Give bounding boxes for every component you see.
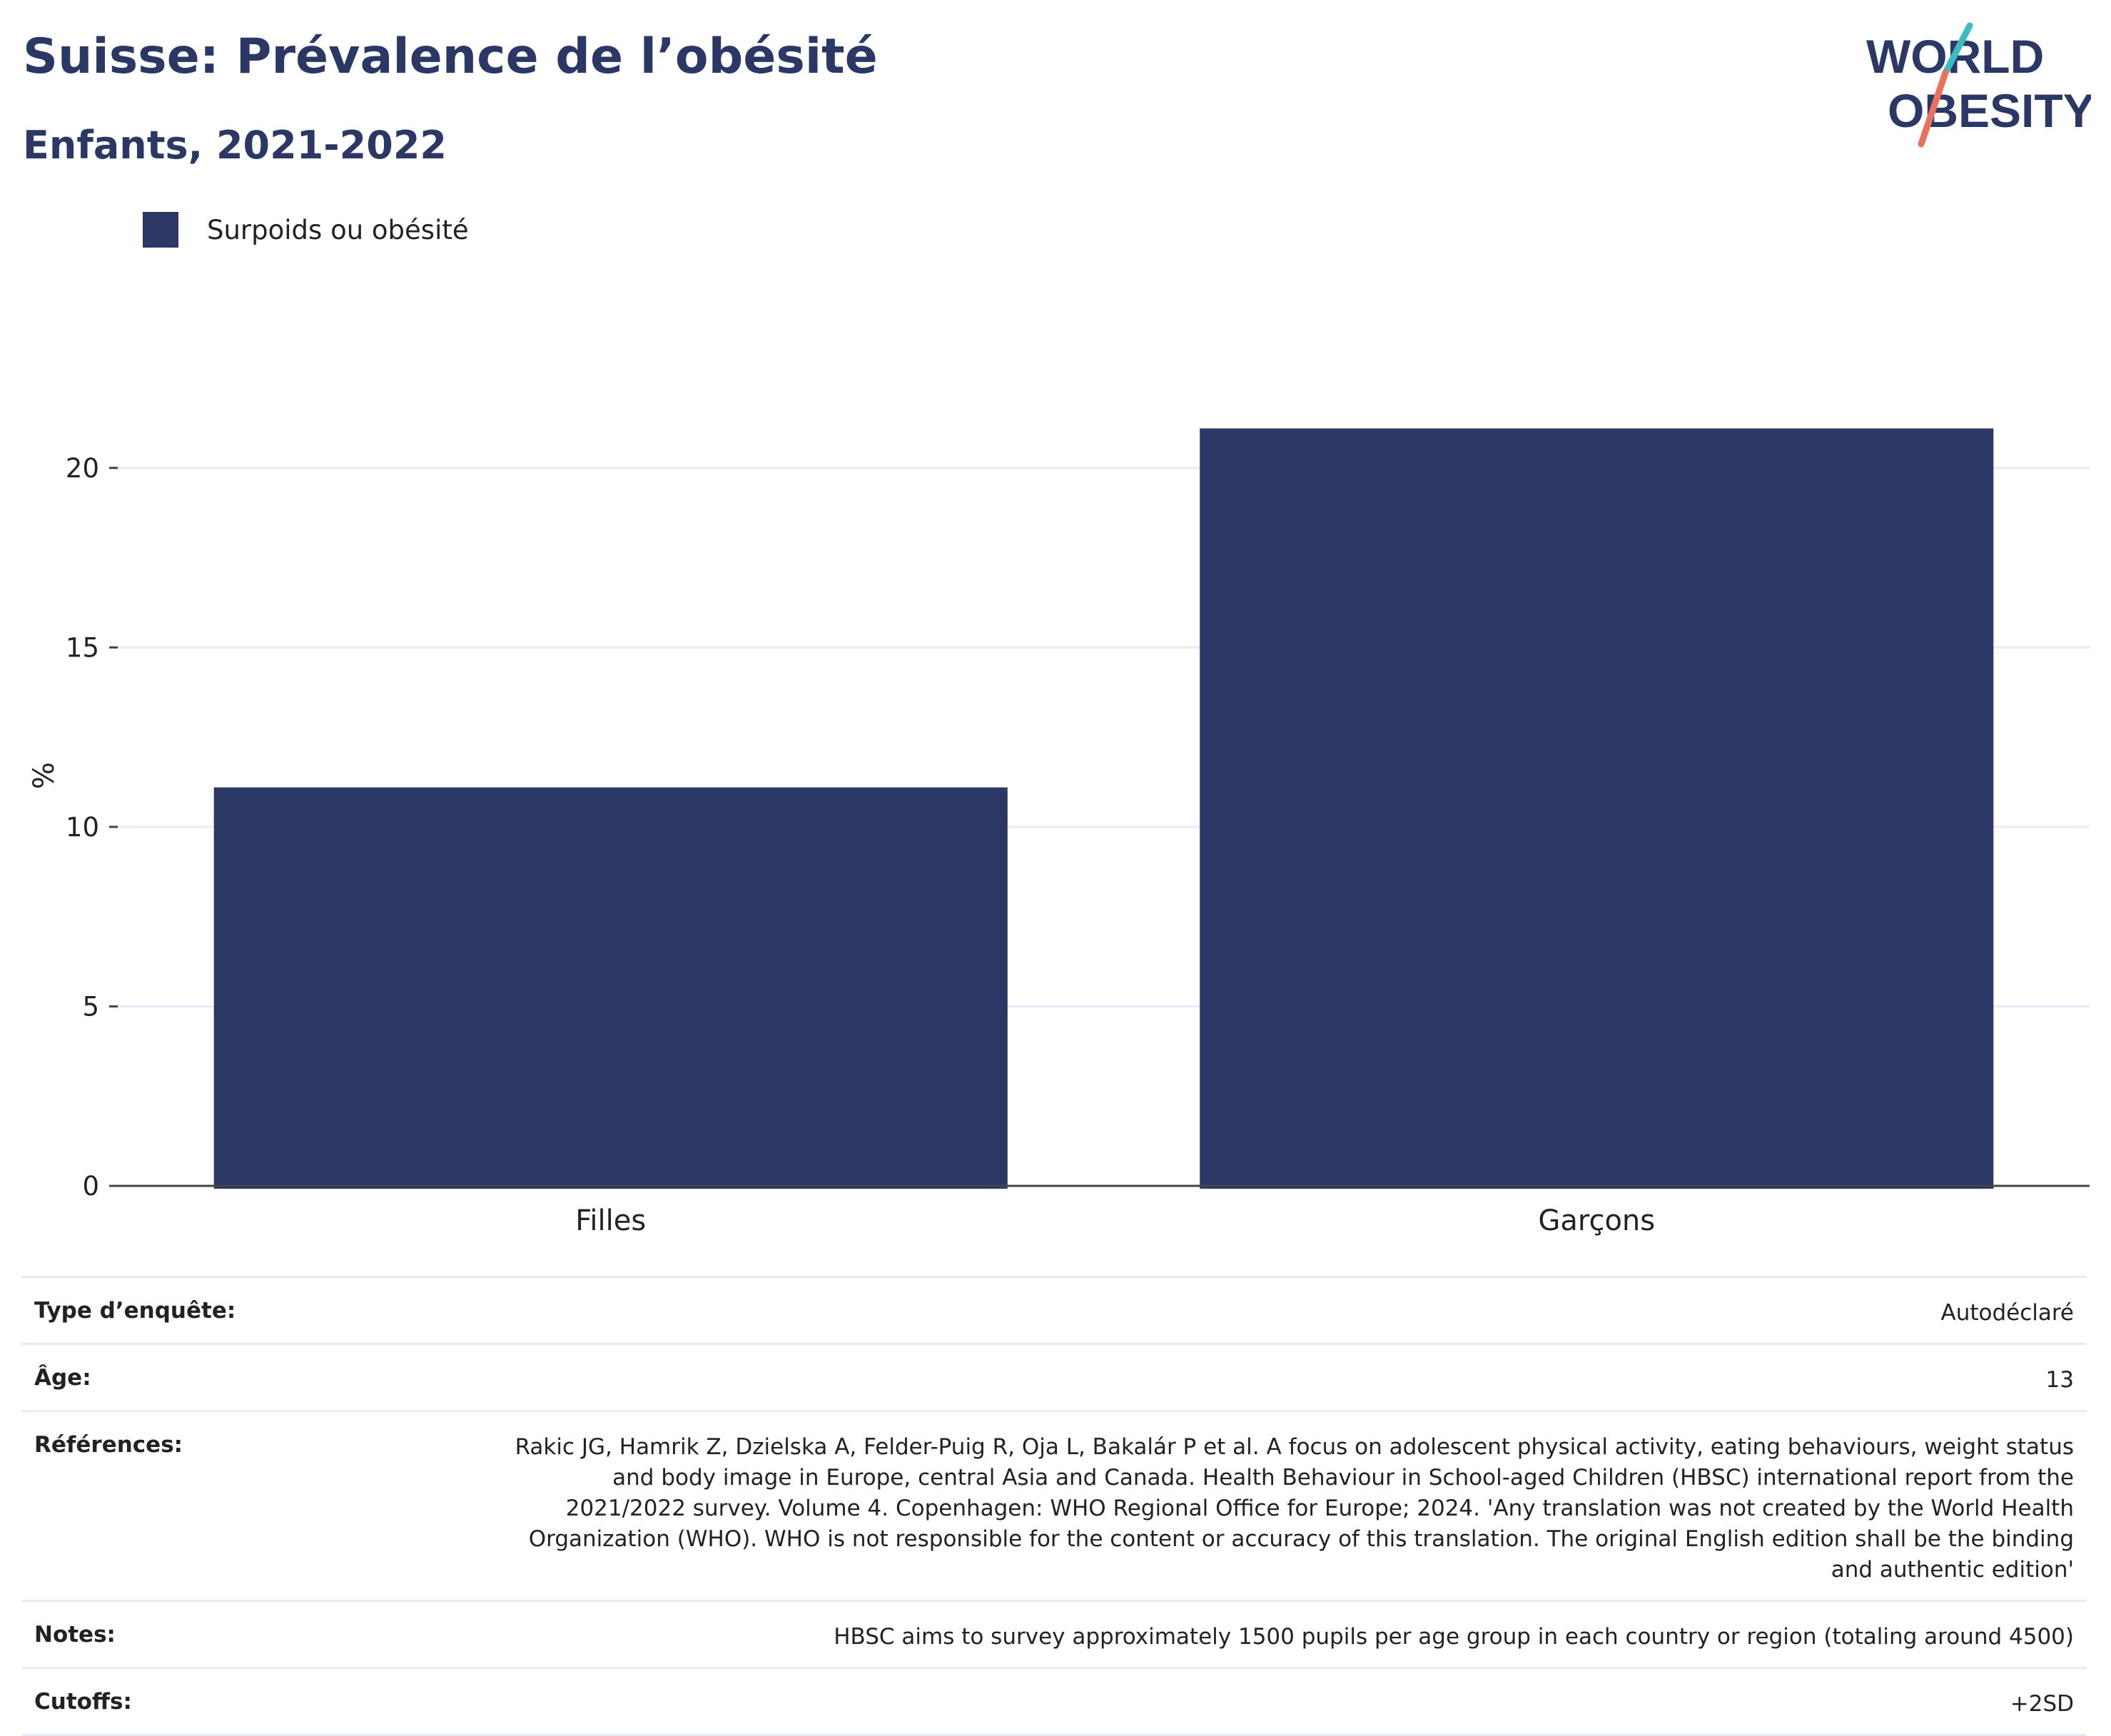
metadata-row: Type d’enquête: Autodéclaré <box>21 1276 2087 1343</box>
legend[interactable]: Surpoids ou obésité <box>143 212 469 248</box>
metadata-row: Cutoffs: +2SD <box>21 1667 2087 1736</box>
x-tick-label: Filles <box>575 1204 646 1237</box>
metadata-value: Autodéclaré <box>1940 1300 2074 1326</box>
legend-swatch <box>143 212 178 248</box>
metadata-value: HBSC aims to survey approximately 1500 p… <box>834 1624 2074 1650</box>
y-tick-label: 20 <box>66 453 99 484</box>
x-axis-ticks: Filles Garçons <box>575 1204 1655 1237</box>
y-tick-label: 10 <box>66 812 99 843</box>
metadata-key: Cutoffs: <box>34 1689 132 1715</box>
bar-chart: 0 5 10 15 20 Filles Garçons % <box>28 428 2090 1237</box>
y-tick-label: 15 <box>66 632 99 663</box>
metadata-key: Notes: <box>34 1622 116 1648</box>
y-tick-label: 0 <box>82 1171 99 1202</box>
world-obesity-logo: WORLD OBESITY <box>1866 22 2091 148</box>
chart-subtitle: Enfants, 2021-2022 <box>23 123 447 168</box>
metadata-value: +2SD <box>2010 1691 2074 1717</box>
bar-filles[interactable] <box>213 787 1008 1189</box>
metadata-key: Références: <box>34 1432 183 1458</box>
metadata-row: Âge: 13 <box>21 1343 2087 1410</box>
x-tick-label: Garçons <box>1538 1204 1655 1237</box>
metadata-value: Rakic JG, Hamrik Z, Dzielska A, Felder-P… <box>515 1434 2074 1583</box>
y-axis-label: % <box>28 762 61 789</box>
metadata-row: Références: Rakic JG, Hamrik Z, Dzielska … <box>21 1410 2087 1600</box>
metadata-table: Type d’enquête: Autodéclaré Âge: 13 Référenc… <box>21 1276 2087 1736</box>
chart-title: Suisse: Prévalence de l’obésité <box>23 29 878 85</box>
metadata-value: 13 <box>2045 1367 2074 1393</box>
legend-label: Surpoids ou obésité <box>207 214 469 245</box>
logo-slash-coral <box>1918 69 1949 148</box>
metadata-row: Notes: HBSC aims to survey approximately … <box>21 1600 2087 1667</box>
metadata-key: Type d’enquête: <box>34 1298 236 1324</box>
logo-text-obesity: OBESITY <box>1888 84 2091 137</box>
bars <box>213 428 1994 1189</box>
bar-garons[interactable] <box>1200 428 1994 1189</box>
logo-slash-teal <box>1942 22 1973 76</box>
y-axis-ticks: 0 5 10 15 20 <box>66 453 118 1202</box>
metadata-key: Âge: <box>34 1365 91 1391</box>
y-tick-label: 5 <box>82 991 99 1022</box>
